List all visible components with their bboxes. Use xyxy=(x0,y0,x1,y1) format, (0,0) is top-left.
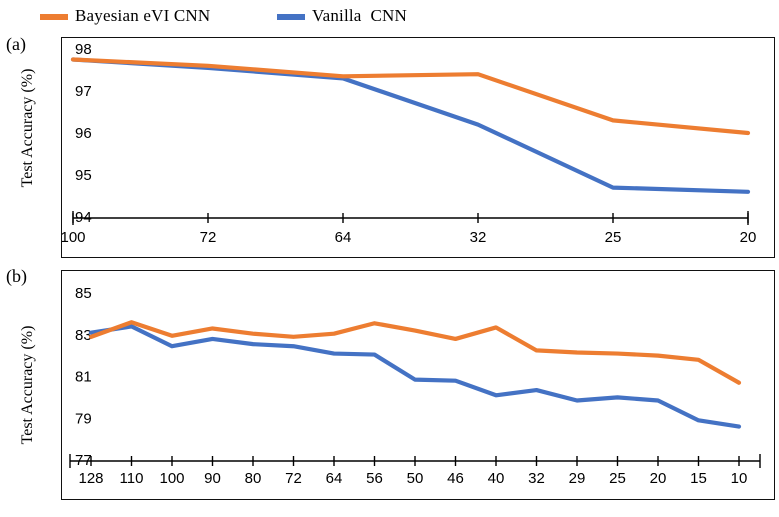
series-line-vanilla-cnn xyxy=(88,324,742,429)
series-line-bayesian-evi-cnn xyxy=(88,320,742,385)
x-tick-label: 128 xyxy=(78,470,103,487)
x-tick-label: 46 xyxy=(447,470,464,487)
legend-label-bayesian: Bayesian eVI CNN xyxy=(75,6,211,25)
x-tick-label: 72 xyxy=(200,229,217,246)
x-tick-label: 25 xyxy=(605,229,622,246)
x-tick-label: 50 xyxy=(407,470,424,487)
panel-label-a: (a) xyxy=(6,34,26,54)
chart-canvas-b: 128 110 100 90 80 72 64 56 50 46 40 32 29 25 20 15 10 85 8… xyxy=(69,285,761,487)
x-tick-label: 72 xyxy=(285,470,302,487)
x-tick-label: 32 xyxy=(528,470,545,487)
y-tick-label: 79 xyxy=(75,410,92,427)
x-tick-label: 64 xyxy=(335,229,352,246)
legend-label-vanilla: Vanilla CNN xyxy=(312,6,407,25)
x-tick-label: 20 xyxy=(740,229,757,246)
series-line-bayesian-evi-cnn xyxy=(70,57,751,136)
x-tick-label: 100 xyxy=(62,229,86,246)
x-tick-label: 80 xyxy=(245,470,262,487)
chart-panel-a: 100 72 64 32 25 20 98 97 96 95 94 xyxy=(61,37,775,258)
y-tick-label: 95 xyxy=(75,167,92,184)
legend-item-bayesian: Bayesian eVI CNN xyxy=(40,6,210,26)
x-tick-label: 90 xyxy=(204,470,221,487)
x-tick-label: 15 xyxy=(690,470,707,487)
chart-panel-b: 128 110 100 90 80 72 64 56 50 46 40 32 29 25 20 15 10 85 8… xyxy=(61,270,775,500)
y-tick-label: 83 xyxy=(75,327,92,344)
x-tick-label: 40 xyxy=(488,470,505,487)
x-tick-label: 32 xyxy=(470,229,487,246)
x-tick-label: 100 xyxy=(159,470,184,487)
x-tick-label: 64 xyxy=(326,470,343,487)
y-tick-label: 98 xyxy=(75,41,92,58)
legend-swatch-bayesian xyxy=(40,14,68,20)
y-tick-label: 96 xyxy=(75,125,92,142)
y-tick-label: 94 xyxy=(75,209,92,226)
x-tick-label: 56 xyxy=(366,470,383,487)
chart-canvas-a: 100 72 64 32 25 20 98 97 96 95 94 xyxy=(62,41,757,246)
panel-label-b: (b) xyxy=(6,266,27,286)
x-tick-label: 110 xyxy=(120,470,144,487)
y-axis-title-a: Test Accuracy (%) xyxy=(19,68,36,188)
x-tick-label: 25 xyxy=(609,470,626,487)
y-tick-label: 81 xyxy=(75,369,92,386)
y-tick-label: 97 xyxy=(75,83,92,100)
y-axis-title-b: Test Accuracy (%) xyxy=(19,325,36,445)
x-tick-label: 20 xyxy=(650,470,667,487)
x-tick-label: 10 xyxy=(731,470,748,487)
y-tick-label: 77 xyxy=(75,452,92,469)
legend-swatch-vanilla xyxy=(277,14,305,20)
y-tick-label: 85 xyxy=(75,285,92,302)
x-tick-label: 29 xyxy=(569,470,586,487)
legend-item-vanilla: Vanilla CNN xyxy=(277,6,407,26)
